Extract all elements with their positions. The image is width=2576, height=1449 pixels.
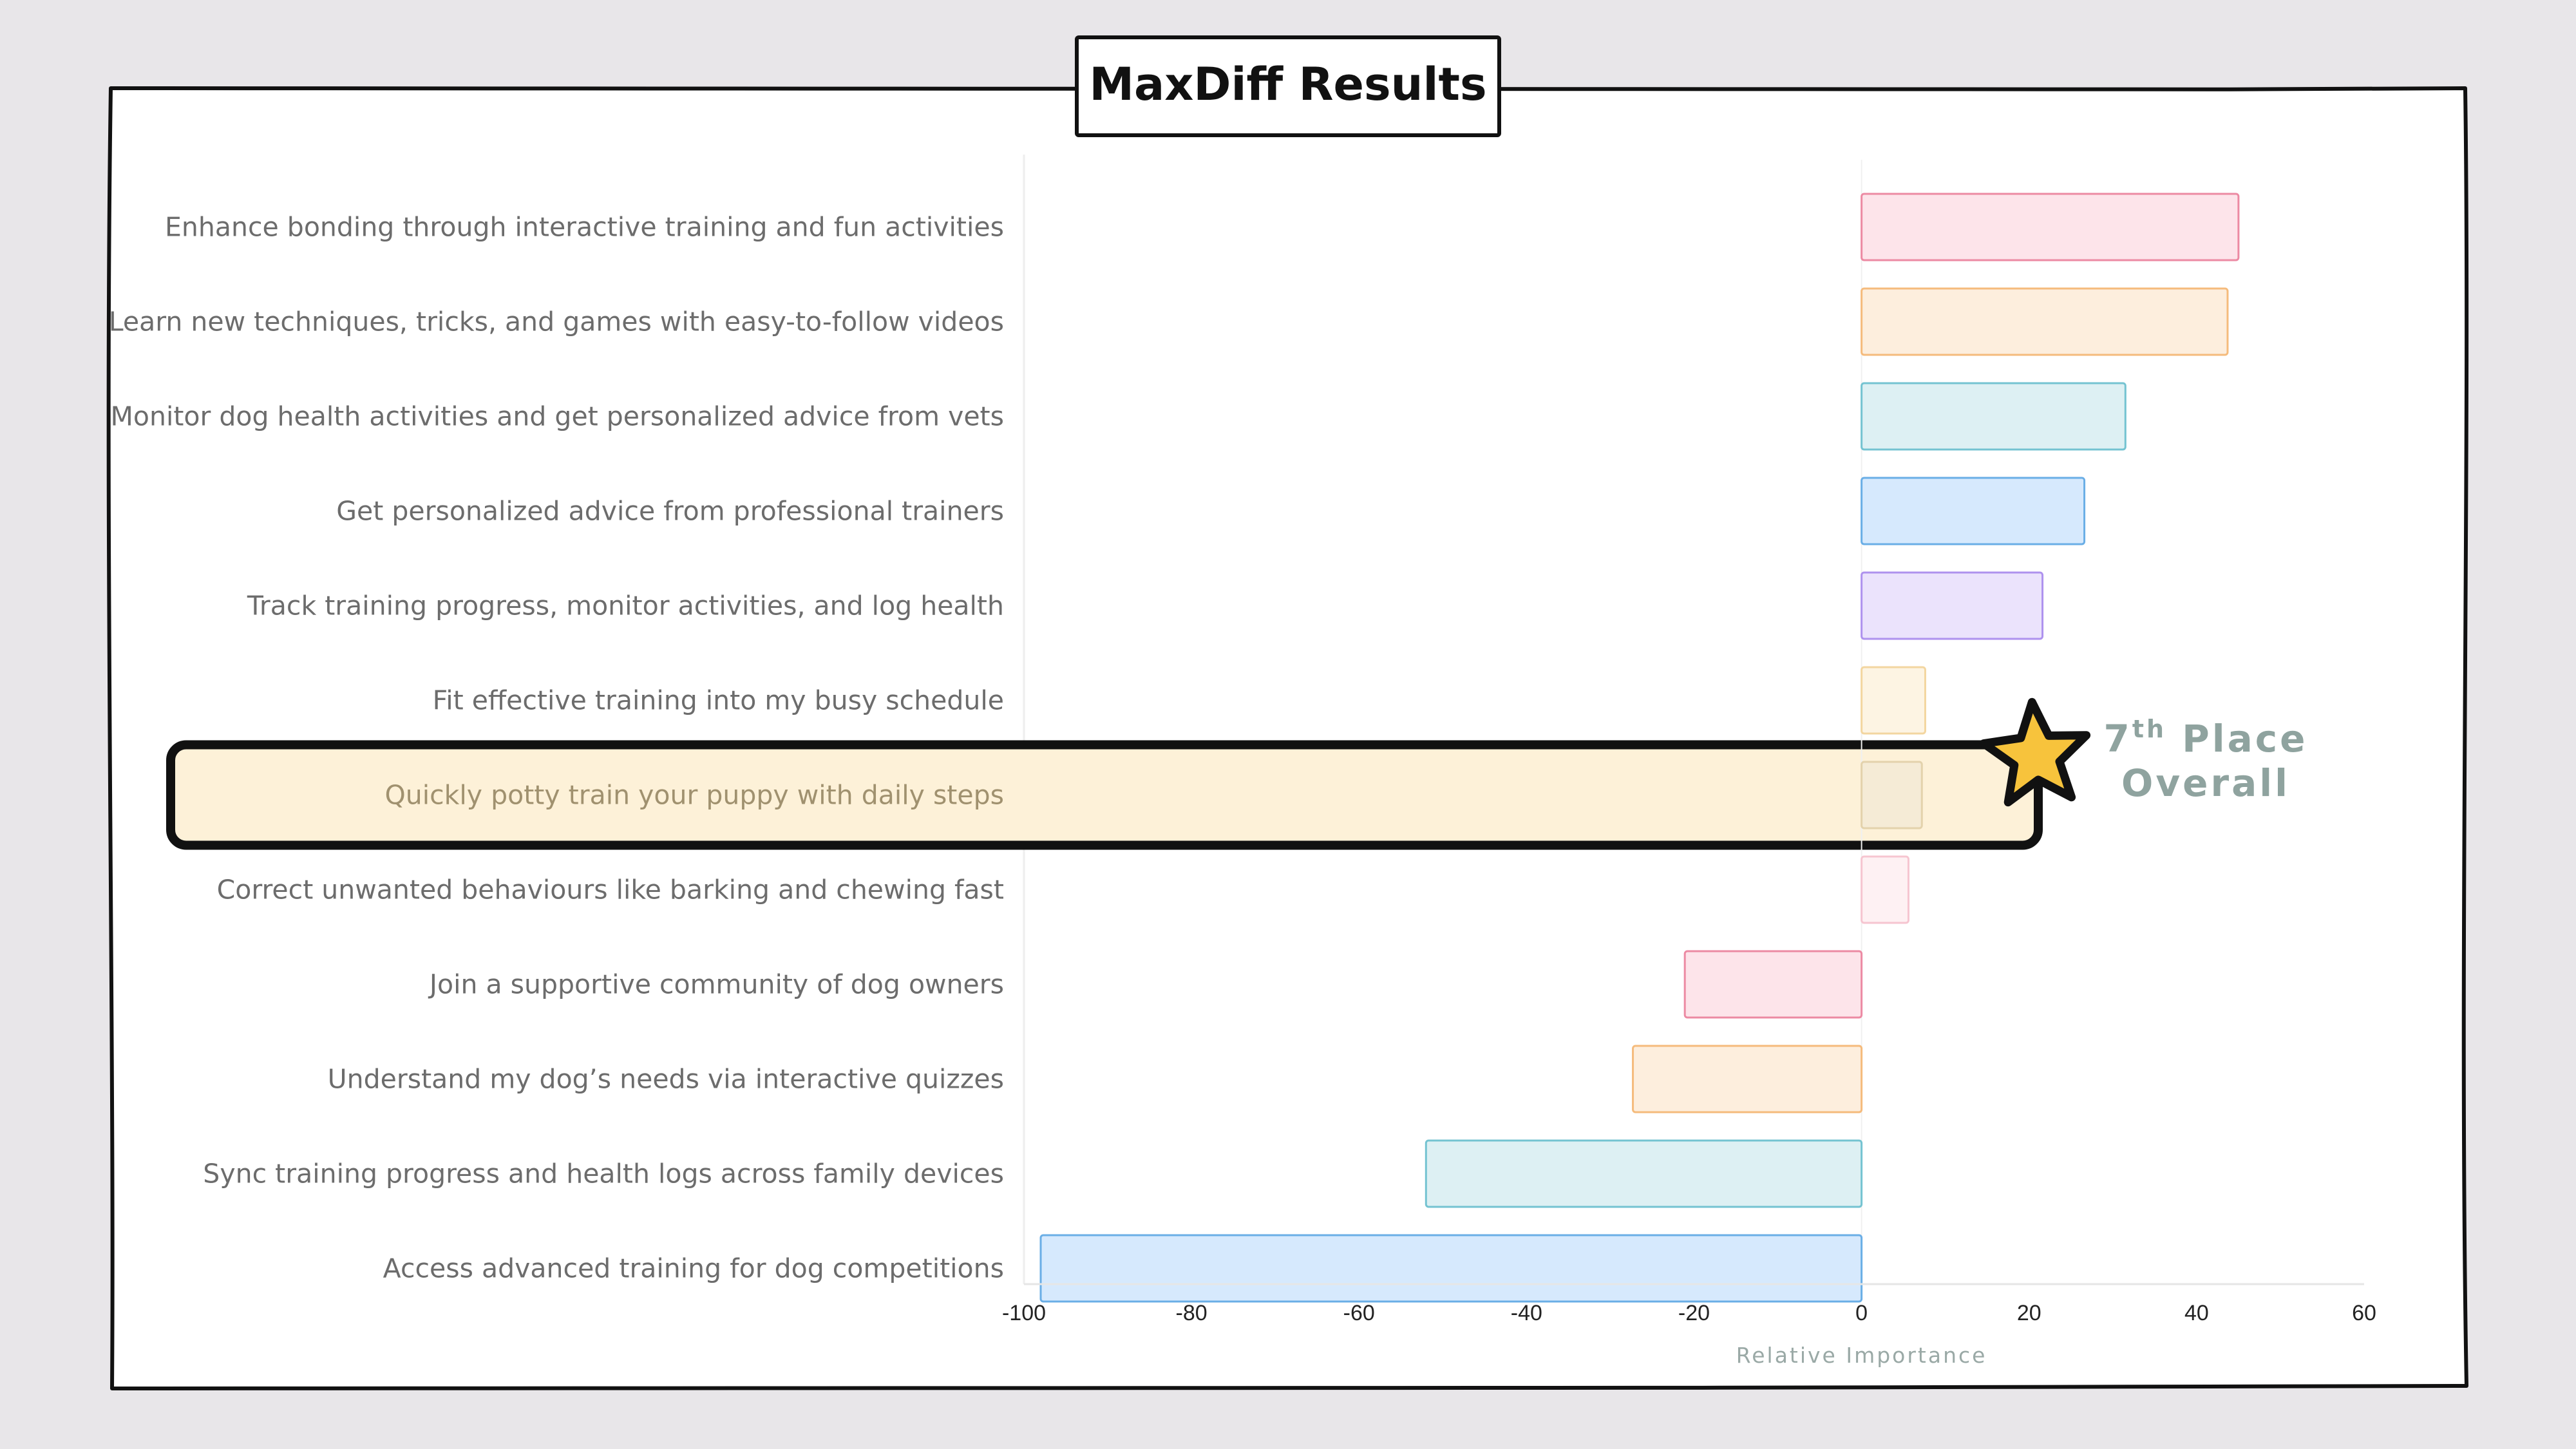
- x-tick-label: 40: [2184, 1301, 2209, 1325]
- title-box: [1075, 35, 1501, 137]
- bar: [1861, 193, 2240, 261]
- category-label: Join a supportive community of dog owner…: [428, 969, 1004, 1000]
- bar: [1861, 761, 1923, 829]
- category-label: Enhance bonding through interactive trai…: [165, 212, 1004, 243]
- x-tick-label: 20: [2017, 1301, 2041, 1325]
- x-tick-label: 0: [1855, 1301, 1868, 1325]
- chart-title: MaxDiff Results: [1089, 58, 1486, 111]
- category-labels: Enhance bonding through interactive trai…: [109, 212, 1004, 1284]
- category-label: Get personalized advice from professiona…: [336, 496, 1004, 527]
- x-tick-label: -20: [1678, 1301, 1710, 1325]
- category-label: Access advanced training for dog competi…: [383, 1253, 1004, 1284]
- highlight-band: [166, 740, 2043, 850]
- x-axis-title: Relative Importance: [1736, 1343, 1987, 1368]
- category-label: Monitor dog health activities and get pe…: [111, 401, 1005, 432]
- category-label: Track training progress, monitor activit…: [247, 591, 1004, 621]
- bar: [1039, 1234, 1863, 1303]
- category-label: Learn new techniques, tricks, and games …: [109, 307, 1004, 337]
- x-tick-label: -60: [1343, 1301, 1375, 1325]
- category-label: Correct unwanted behaviours like barking…: [217, 875, 1004, 905]
- callout-line2: Overall: [2121, 761, 2290, 805]
- bar: [1632, 1045, 1863, 1113]
- callout-line1: 7th Place: [2103, 715, 2307, 761]
- star-icon: [1979, 697, 2091, 807]
- bar: [1861, 382, 2126, 451]
- bar: [1861, 287, 2229, 356]
- x-tick-label: -40: [1511, 1301, 1542, 1325]
- x-axis-ticks: -100 -80 -60 -40 -20 0 20 40 60: [1002, 1301, 2376, 1325]
- x-tick-label: -100: [1002, 1301, 1046, 1325]
- bar: [1861, 855, 1909, 924]
- bar: [1861, 477, 2086, 545]
- bar: [1683, 950, 1863, 1019]
- category-label: Understand my dog’s needs via interactiv…: [328, 1064, 1004, 1095]
- bar: [1861, 666, 1926, 735]
- x-tick-label: -80: [1176, 1301, 1208, 1325]
- bar: [1861, 571, 2044, 640]
- category-label: Sync training progress and health logs a…: [203, 1159, 1004, 1189]
- bar: [1425, 1139, 1863, 1208]
- x-tick-label: 60: [2352, 1301, 2376, 1325]
- category-label: Quickly potty train your puppy with dail…: [384, 780, 1004, 811]
- category-label: Fit effective training into my busy sche…: [433, 685, 1004, 716]
